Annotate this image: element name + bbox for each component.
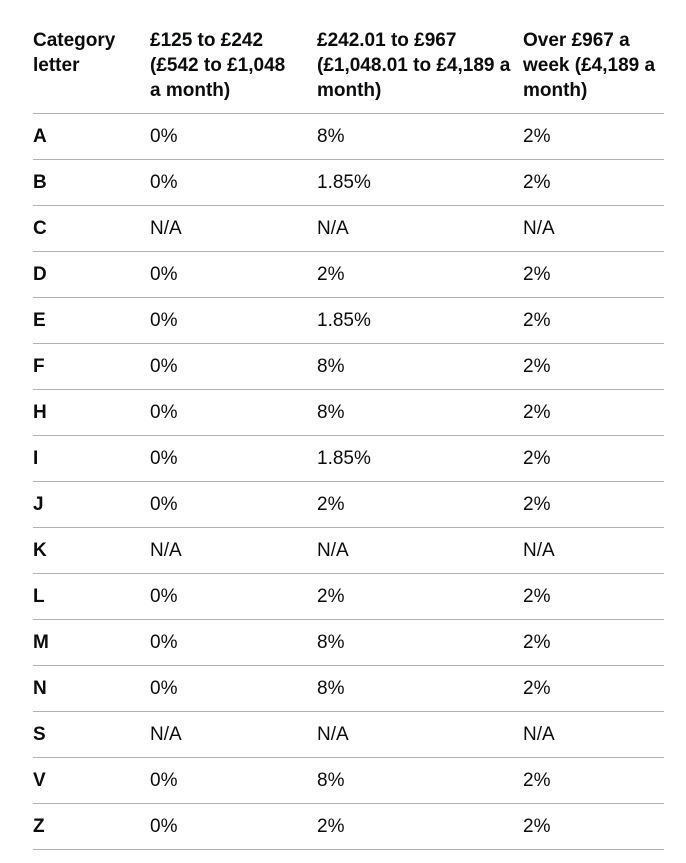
category-letter-cell: M	[33, 619, 150, 666]
rate-cell: 2%	[523, 619, 664, 666]
rate-cell: 2%	[523, 573, 664, 620]
header-row: Category letter £125 to £242 (£542 to £1…	[33, 18, 664, 114]
rate-cell: N/A	[523, 711, 664, 758]
table-row: A 0% 8% 2%	[33, 113, 664, 160]
rate-cell: 8%	[317, 757, 523, 804]
rate-cell: 2%	[523, 757, 664, 804]
rate-cell: 1.85%	[317, 297, 523, 344]
table-header: Category letter £125 to £242 (£542 to £1…	[33, 18, 664, 114]
category-letter-cell: N	[33, 665, 150, 712]
rate-cell: N/A	[150, 527, 317, 574]
category-letter-cell: C	[33, 205, 150, 252]
rate-cell: 0%	[150, 389, 317, 436]
table-row: D 0% 2% 2%	[33, 251, 664, 298]
category-letter-cell: B	[33, 159, 150, 206]
table-row: E 0% 1.85% 2%	[33, 297, 664, 344]
category-letter-cell: V	[33, 757, 150, 804]
national-insurance-rates-table: Category letter £125 to £242 (£542 to £1…	[33, 18, 664, 850]
rate-cell: 2%	[523, 389, 664, 436]
rate-cell: 8%	[317, 113, 523, 160]
rate-cell: 2%	[523, 297, 664, 344]
rate-cell: 8%	[317, 665, 523, 712]
rate-cell: 8%	[317, 619, 523, 666]
table-row: L 0% 2% 2%	[33, 573, 664, 620]
rate-cell: 0%	[150, 757, 317, 804]
col-header-band-upper: Over £967 a week (£4,189 a month)	[523, 18, 664, 114]
table-row: C N/A N/A N/A	[33, 205, 664, 252]
rate-cell: 0%	[150, 343, 317, 390]
rate-cell: 2%	[523, 113, 664, 160]
rate-cell: 0%	[150, 665, 317, 712]
rate-cell: 2%	[523, 481, 664, 528]
rate-cell: 8%	[317, 343, 523, 390]
rate-cell: 0%	[150, 113, 317, 160]
category-letter-cell: J	[33, 481, 150, 528]
table-row: S N/A N/A N/A	[33, 711, 664, 758]
rate-cell: 0%	[150, 435, 317, 482]
rate-cell: N/A	[150, 205, 317, 252]
category-letter-cell: Z	[33, 803, 150, 850]
category-letter-cell: S	[33, 711, 150, 758]
table-row: B 0% 1.85% 2%	[33, 159, 664, 206]
rate-cell: 8%	[317, 389, 523, 436]
table-row: V 0% 8% 2%	[33, 757, 664, 804]
table-row: I 0% 1.85% 2%	[33, 435, 664, 482]
table-row: Z 0% 2% 2%	[33, 803, 664, 850]
rate-cell: 0%	[150, 573, 317, 620]
rate-cell: 2%	[523, 251, 664, 298]
rate-cell: 2%	[317, 481, 523, 528]
category-letter-cell: A	[33, 113, 150, 160]
col-header-band-lower: £125 to £242 (£542 to £1,048 a month)	[150, 18, 317, 114]
table-row: K N/A N/A N/A	[33, 527, 664, 574]
rate-cell: 0%	[150, 803, 317, 850]
table-row: N 0% 8% 2%	[33, 665, 664, 712]
rate-cell: N/A	[317, 205, 523, 252]
table-row: F 0% 8% 2%	[33, 343, 664, 390]
category-letter-cell: I	[33, 435, 150, 482]
rate-cell: N/A	[523, 205, 664, 252]
rate-cell: N/A	[523, 527, 664, 574]
rate-cell: 2%	[317, 803, 523, 850]
rate-cell: 2%	[317, 251, 523, 298]
col-header-category-letter: Category letter	[33, 18, 150, 114]
rate-cell: 1.85%	[317, 435, 523, 482]
rate-cell: N/A	[317, 527, 523, 574]
rate-cell: 2%	[523, 803, 664, 850]
rate-cell: 0%	[150, 159, 317, 206]
rate-cell: N/A	[317, 711, 523, 758]
category-letter-cell: E	[33, 297, 150, 344]
table-body: A 0% 8% 2% B 0% 1.85% 2% C N/A N/A N/A D…	[33, 113, 664, 850]
rate-cell: 0%	[150, 481, 317, 528]
rate-cell: 2%	[317, 573, 523, 620]
category-letter-cell: F	[33, 343, 150, 390]
table-row: H 0% 8% 2%	[33, 389, 664, 436]
rate-cell: 2%	[523, 343, 664, 390]
rate-cell: 0%	[150, 251, 317, 298]
rate-cell: 1.85%	[317, 159, 523, 206]
rate-cell: 2%	[523, 435, 664, 482]
category-letter-cell: L	[33, 573, 150, 620]
category-letter-cell: D	[33, 251, 150, 298]
rate-cell: 2%	[523, 665, 664, 712]
table-row: J 0% 2% 2%	[33, 481, 664, 528]
category-letter-cell: H	[33, 389, 150, 436]
col-header-band-middle: £242.01 to £967 (£1,048.01 to £4,189 a m…	[317, 18, 523, 114]
rate-cell: 0%	[150, 619, 317, 666]
table-row: M 0% 8% 2%	[33, 619, 664, 666]
rate-cell: 0%	[150, 297, 317, 344]
rate-cell: N/A	[150, 711, 317, 758]
rate-cell: 2%	[523, 159, 664, 206]
category-letter-cell: K	[33, 527, 150, 574]
